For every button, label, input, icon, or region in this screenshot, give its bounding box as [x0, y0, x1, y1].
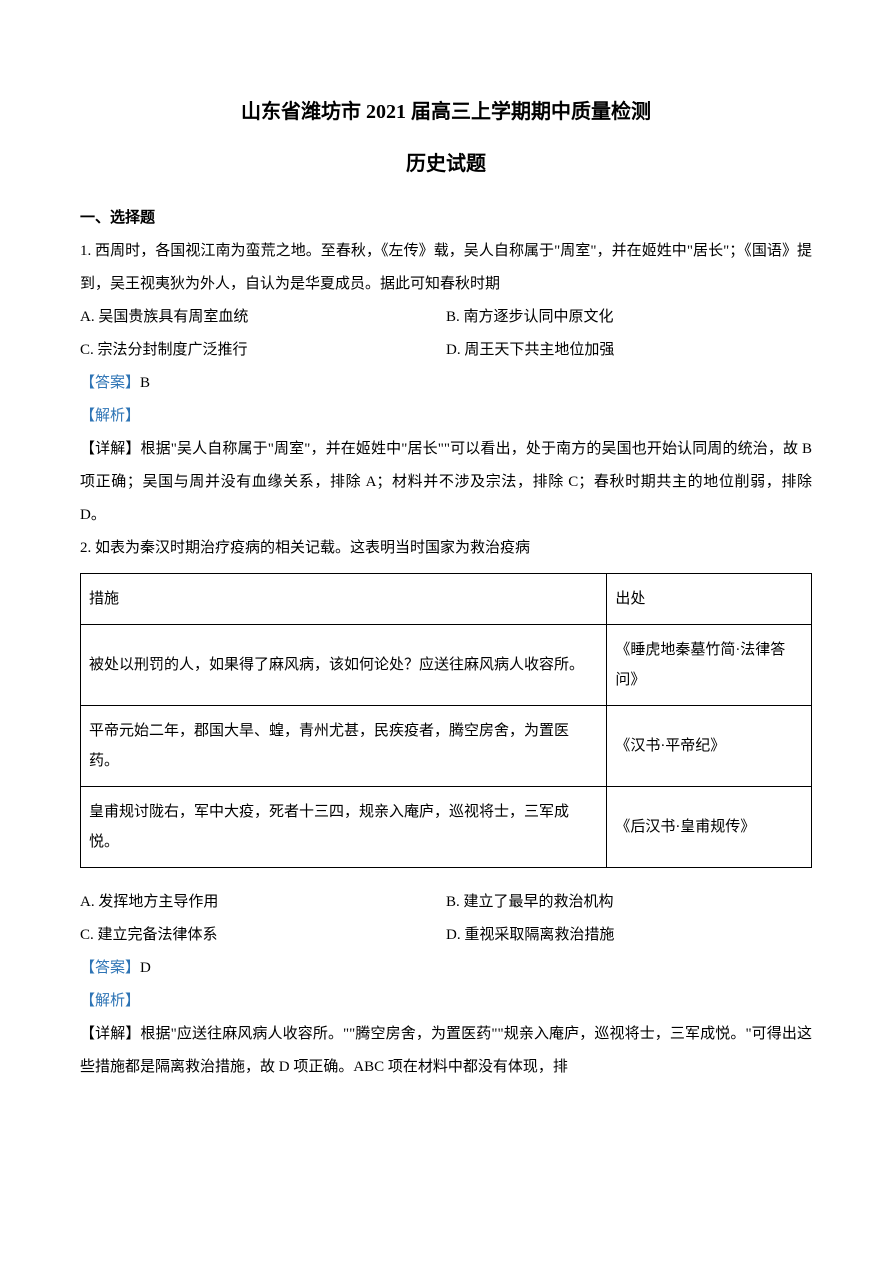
q1-options-row1: A. 吴国贵族具有周室血统 B. 南方逐步认同中原文化 [80, 301, 812, 334]
q1-option-a: A. 吴国贵族具有周室血统 [80, 301, 446, 334]
q2-text: 2. 如表为秦汉时期治疗疫病的相关记载。这表明当时国家为救治疫病 [80, 532, 812, 565]
q1-options-row2: C. 宗法分封制度广泛推行 D. 周王天下共主地位加强 [80, 334, 812, 367]
title-main: 山东省潍坊市 2021 届高三上学期期中质量检测 [80, 90, 812, 134]
q2-option-c: C. 建立完备法律体系 [80, 919, 446, 952]
q1-answer-value: B [140, 375, 150, 391]
q2-option-a: A. 发挥地方主导作用 [80, 886, 446, 919]
q2-detail: 【详解】根据"应送往麻风病人收容所。""腾空房舍，为置医药""规亲入庵庐，巡视将… [80, 1018, 812, 1084]
q1-option-b: B. 南方逐步认同中原文化 [446, 301, 812, 334]
table-row: 皇甫规讨陇右，军中大疫，死者十三四，规亲入庵庐，巡视将士，三军成悦。 《后汉书·… [81, 787, 812, 868]
q2-option-b: B. 建立了最早的救治机构 [446, 886, 812, 919]
q1-analysis-label: 【解析】 [80, 400, 812, 433]
answer-label: 【答案】 [80, 960, 140, 976]
section-header: 一、选择题 [80, 202, 812, 235]
table-cell-measure: 平帝元始二年，郡国大旱、蝗，青州尤甚，民疾疫者，腾空房舍，为置医药。 [81, 706, 607, 787]
q2-analysis-label: 【解析】 [80, 985, 812, 1018]
q1-text: 1. 西周时，各国视江南为蛮荒之地。至春秋，《左传》载，吴人自称属于"周室"，并… [80, 235, 812, 301]
q2-answer-value: D [140, 960, 151, 976]
table-cell-source: 《后汉书·皇甫规传》 [607, 787, 812, 868]
q1-detail: 【详解】根据"吴人自称属于"周室"，并在姬姓中"居长""可以看出，处于南方的吴国… [80, 433, 812, 532]
table-header-row: 措施 出处 [81, 574, 812, 625]
title-sub: 历史试题 [80, 142, 812, 186]
table-row: 平帝元始二年，郡国大旱、蝗，青州尤甚，民疾疫者，腾空房舍，为置医药。 《汉书·平… [81, 706, 812, 787]
q2-answer: 【答案】D [80, 952, 812, 985]
table-cell-source: 《睡虎地秦墓竹简·法律答问》 [607, 625, 812, 706]
table-header-measure: 措施 [81, 574, 607, 625]
q2-option-d: D. 重视采取隔离救治措施 [446, 919, 812, 952]
table-cell-measure: 皇甫规讨陇右，军中大疫，死者十三四，规亲入庵庐，巡视将士，三军成悦。 [81, 787, 607, 868]
table-cell-measure: 被处以刑罚的人，如果得了麻风病，该如何论处？应送往麻风病人收容所。 [81, 625, 607, 706]
q2-options-row1: A. 发挥地方主导作用 B. 建立了最早的救治机构 [80, 886, 812, 919]
q1-option-d: D. 周王天下共主地位加强 [446, 334, 812, 367]
answer-label: 【答案】 [80, 375, 140, 391]
table-header-source: 出处 [607, 574, 812, 625]
q1-option-c: C. 宗法分封制度广泛推行 [80, 334, 446, 367]
q1-answer: 【答案】B [80, 367, 812, 400]
table-cell-source: 《汉书·平帝纪》 [607, 706, 812, 787]
table-row: 被处以刑罚的人，如果得了麻风病，该如何论处？应送往麻风病人收容所。 《睡虎地秦墓… [81, 625, 812, 706]
q2-options-row2: C. 建立完备法律体系 D. 重视采取隔离救治措施 [80, 919, 812, 952]
q2-table: 措施 出处 被处以刑罚的人，如果得了麻风病，该如何论处？应送往麻风病人收容所。 … [80, 573, 812, 868]
